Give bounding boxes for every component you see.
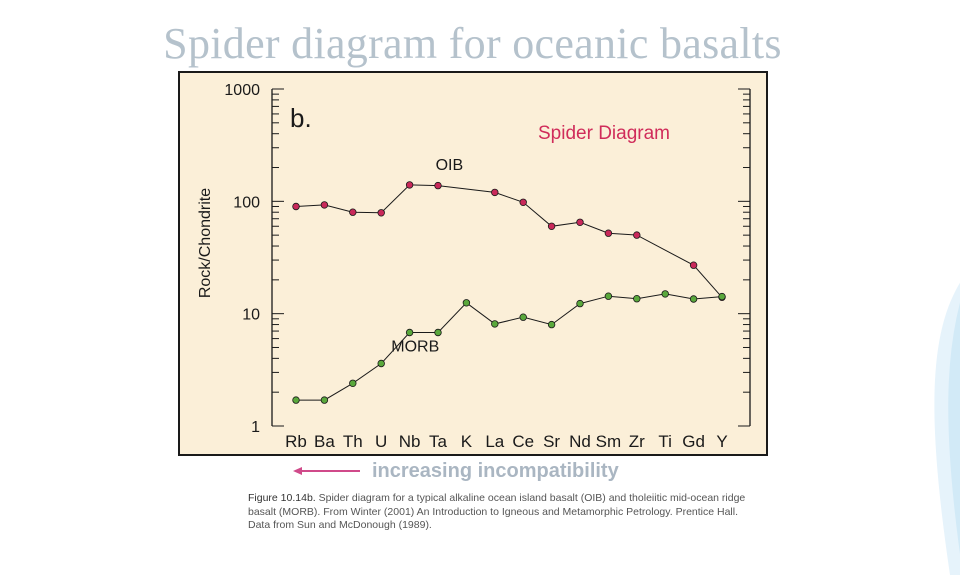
x-tick-label: Th [343, 432, 363, 451]
data-point-oib [434, 181, 442, 190]
data-point-oib [491, 188, 499, 197]
data-point-morb [661, 290, 669, 298]
x-tick-label: Ba [314, 432, 335, 451]
data-point-morb [377, 359, 385, 368]
data-point-oib [405, 181, 414, 189]
x-tick-label: Rb [285, 432, 307, 451]
data-point-oib [689, 261, 698, 269]
data-point-morb [320, 396, 329, 404]
data-point-morb [633, 294, 641, 303]
caption-text: Spider diagram for a typical alkaline oc… [248, 492, 746, 531]
data-point-morb [519, 313, 527, 321]
x-tick-label: Nd [569, 432, 591, 451]
data-point-oib [633, 231, 641, 239]
spider-chart: 1 10 100 1000 Rb Ba Th U Nb Ta K La Ce Sr Nd Sm Zr Ti Gd Y O… [197, 82, 751, 451]
data-point-morb [547, 320, 556, 329]
data-point-morb [491, 320, 499, 328]
incompatibility-label: increasing incompatibility [372, 460, 619, 482]
y-tick-label: 10 [242, 307, 260, 324]
x-tick-label: Ce [512, 432, 534, 451]
x-tick-label: Y [716, 432, 727, 451]
series-line-morb [296, 293, 723, 401]
x-tick-label: Ta [429, 432, 448, 451]
x-tick-label: Ti [658, 432, 672, 451]
data-point-morb [434, 328, 442, 337]
series-line-oib [295, 184, 723, 298]
series-label-morb: MORB [391, 339, 439, 356]
data-point-morb [718, 292, 726, 301]
left-arrow-icon [293, 467, 360, 475]
x-tick-label: Nb [399, 432, 421, 451]
data-point-morb [292, 396, 300, 404]
slide-title: Spider diagram for oceanic basalts [163, 19, 782, 68]
data-point-morb [576, 299, 584, 308]
y-tick-label: 1 [251, 419, 260, 436]
data-point-oib [320, 201, 329, 209]
data-point-morb [405, 328, 414, 337]
data-point-morb [604, 292, 613, 300]
data-point-oib [292, 202, 300, 211]
x-tick-label: Gd [682, 432, 705, 451]
figure-caption: Figure 10.14b. Spider diagram for a typi… [248, 492, 758, 533]
data-point-oib [576, 218, 584, 226]
x-tick-label: Sm [596, 432, 622, 451]
series-label-oib: OIB [436, 157, 464, 174]
incompatibility-arrow: increasing incompatibility [290, 458, 710, 486]
x-tick-label: Zr [629, 432, 645, 451]
chart-panel: 1 10 100 1000 Rb Ba Th U Nb Ta K La Ce Sr Nd Sm Zr Ti Gd Y O… [178, 71, 768, 456]
caption-figure-ref: Figure 10.14b. [248, 492, 316, 504]
panel-label: b. [290, 103, 312, 133]
data-point-morb [462, 299, 471, 307]
data-point-morb [349, 379, 357, 387]
data-point-oib [519, 198, 527, 206]
y-tick-label: 100 [233, 194, 260, 211]
data-point-oib [377, 209, 385, 217]
data-point-oib [604, 229, 613, 237]
data-point-oib [547, 222, 556, 230]
y-axis-label: Rock/Chondrite [197, 188, 214, 298]
data-point-oib [349, 208, 357, 216]
y-tick-label: 1000 [224, 82, 260, 99]
data-point-morb [689, 295, 698, 303]
x-tick-label: La [485, 432, 504, 451]
x-tick-label: U [375, 432, 387, 451]
chart-title: Spider Diagram [538, 123, 670, 144]
decorative-swoosh [934, 282, 960, 575]
x-tick-label: K [461, 432, 473, 451]
x-tick-label: Sr [543, 432, 560, 451]
